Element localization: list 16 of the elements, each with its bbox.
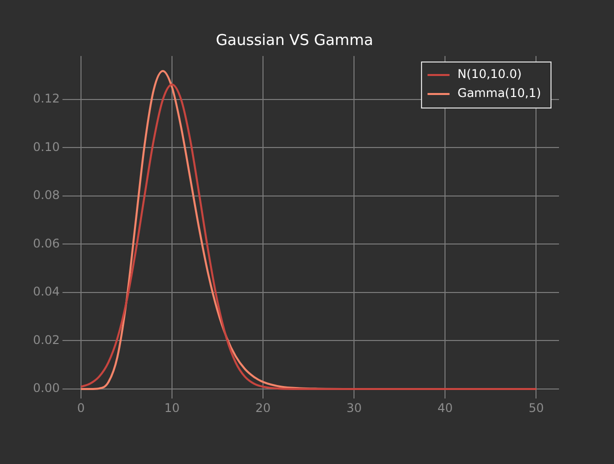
x-tick-label: 10 <box>164 400 180 415</box>
x-tick-label: 20 <box>255 400 271 415</box>
y-tick-label: 0.12 <box>33 92 60 106</box>
y-tick-label: 0.00 <box>33 381 60 396</box>
y-tick-label: 0.04 <box>33 284 60 299</box>
x-tick-label: 50 <box>528 400 544 415</box>
x-tick-label: 30 <box>346 400 362 415</box>
y-tick-label: 0.10 <box>33 140 60 154</box>
y-tick-label: 0.06 <box>33 236 60 250</box>
x-tick-label: 40 <box>438 400 453 415</box>
chart-title: Gaussian VS Gamma <box>216 30 374 49</box>
legend-label: N(10,10.0) <box>458 67 522 82</box>
legend-label: Gamma(10,1) <box>458 86 541 100</box>
y-tick-label: 0.08 <box>33 188 60 202</box>
x-tick-label: 0 <box>77 400 85 415</box>
y-tick-label: 0.02 <box>33 332 60 347</box>
